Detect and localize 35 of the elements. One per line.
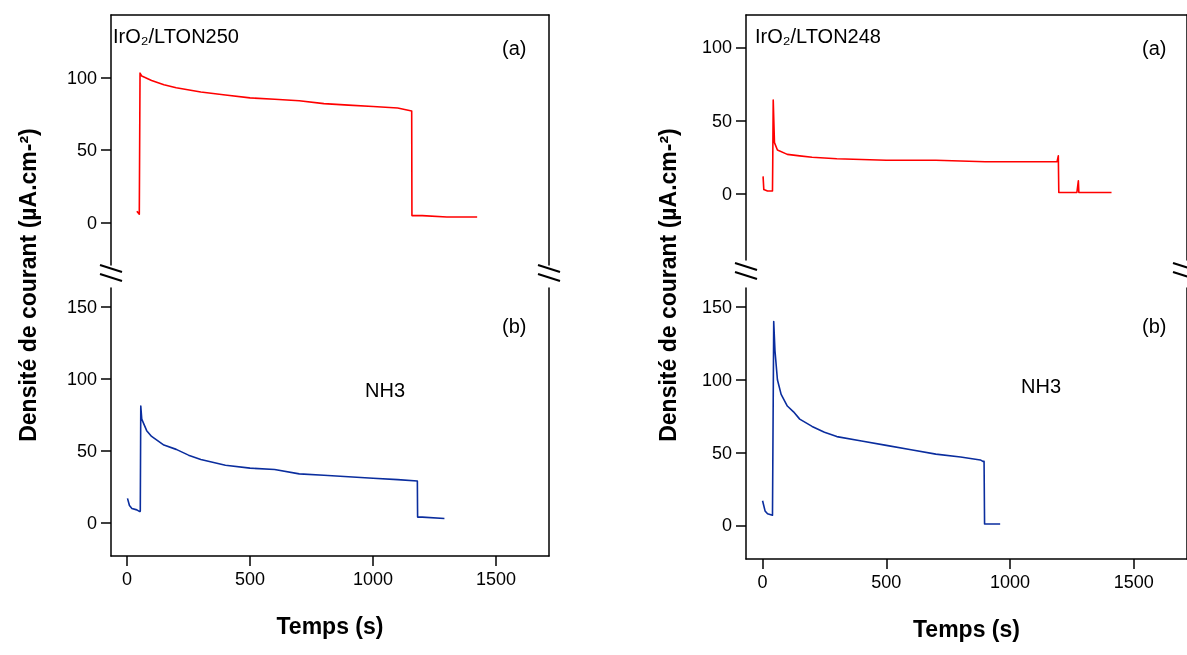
annotation: NH3 [365, 379, 406, 401]
y-axis-title: Densité de courant (µA.cm-²) [14, 128, 42, 442]
y-tick-label: 0 [86, 212, 97, 233]
annotation: (b) [1142, 315, 1167, 337]
annotation: IrO₂/LTON248 [755, 25, 881, 47]
y-tick-label: 100 [701, 37, 732, 58]
x-tick-label: 500 [871, 572, 902, 592]
annotation: (b) [502, 315, 527, 337]
y-tick-label: 150 [66, 296, 97, 317]
x-tick-label: 0 [121, 569, 132, 589]
x-tick-label: 1000 [353, 569, 394, 589]
x-tick-label: 1500 [476, 569, 517, 589]
y-tick-label: 0 [721, 515, 732, 536]
y-tick-label: 100 [66, 67, 97, 88]
y-tick-label: 0 [86, 512, 97, 533]
y-tick-label: 50 [711, 110, 732, 131]
annotation: (a) [1142, 37, 1167, 59]
y-tick-label: 50 [711, 442, 732, 463]
line-series [126, 405, 446, 520]
y-tick-label: 150 [701, 296, 732, 317]
annotation: NH3 [1021, 375, 1062, 397]
y-tick-label: 100 [701, 369, 732, 390]
x-axis-title: Temps (s) [276, 612, 384, 639]
y-tick-label: 100 [66, 368, 97, 389]
y-tick-label: 0 [721, 183, 732, 204]
x-axis-title: Temps (s) [913, 615, 1020, 642]
y-tick-label: 50 [76, 440, 97, 461]
x-tick-label: 1500 [1113, 572, 1154, 592]
x-tick-label: 0 [757, 572, 768, 592]
annotation: (a) [502, 37, 527, 59]
annotation: IrO₂/LTON250 [113, 25, 239, 47]
y-axis-title: Densité de courant (µA.cm-²) [654, 128, 682, 442]
y-tick-label: 50 [76, 140, 97, 161]
x-tick-label: 500 [235, 569, 266, 589]
x-tick-label: 1000 [990, 572, 1031, 592]
